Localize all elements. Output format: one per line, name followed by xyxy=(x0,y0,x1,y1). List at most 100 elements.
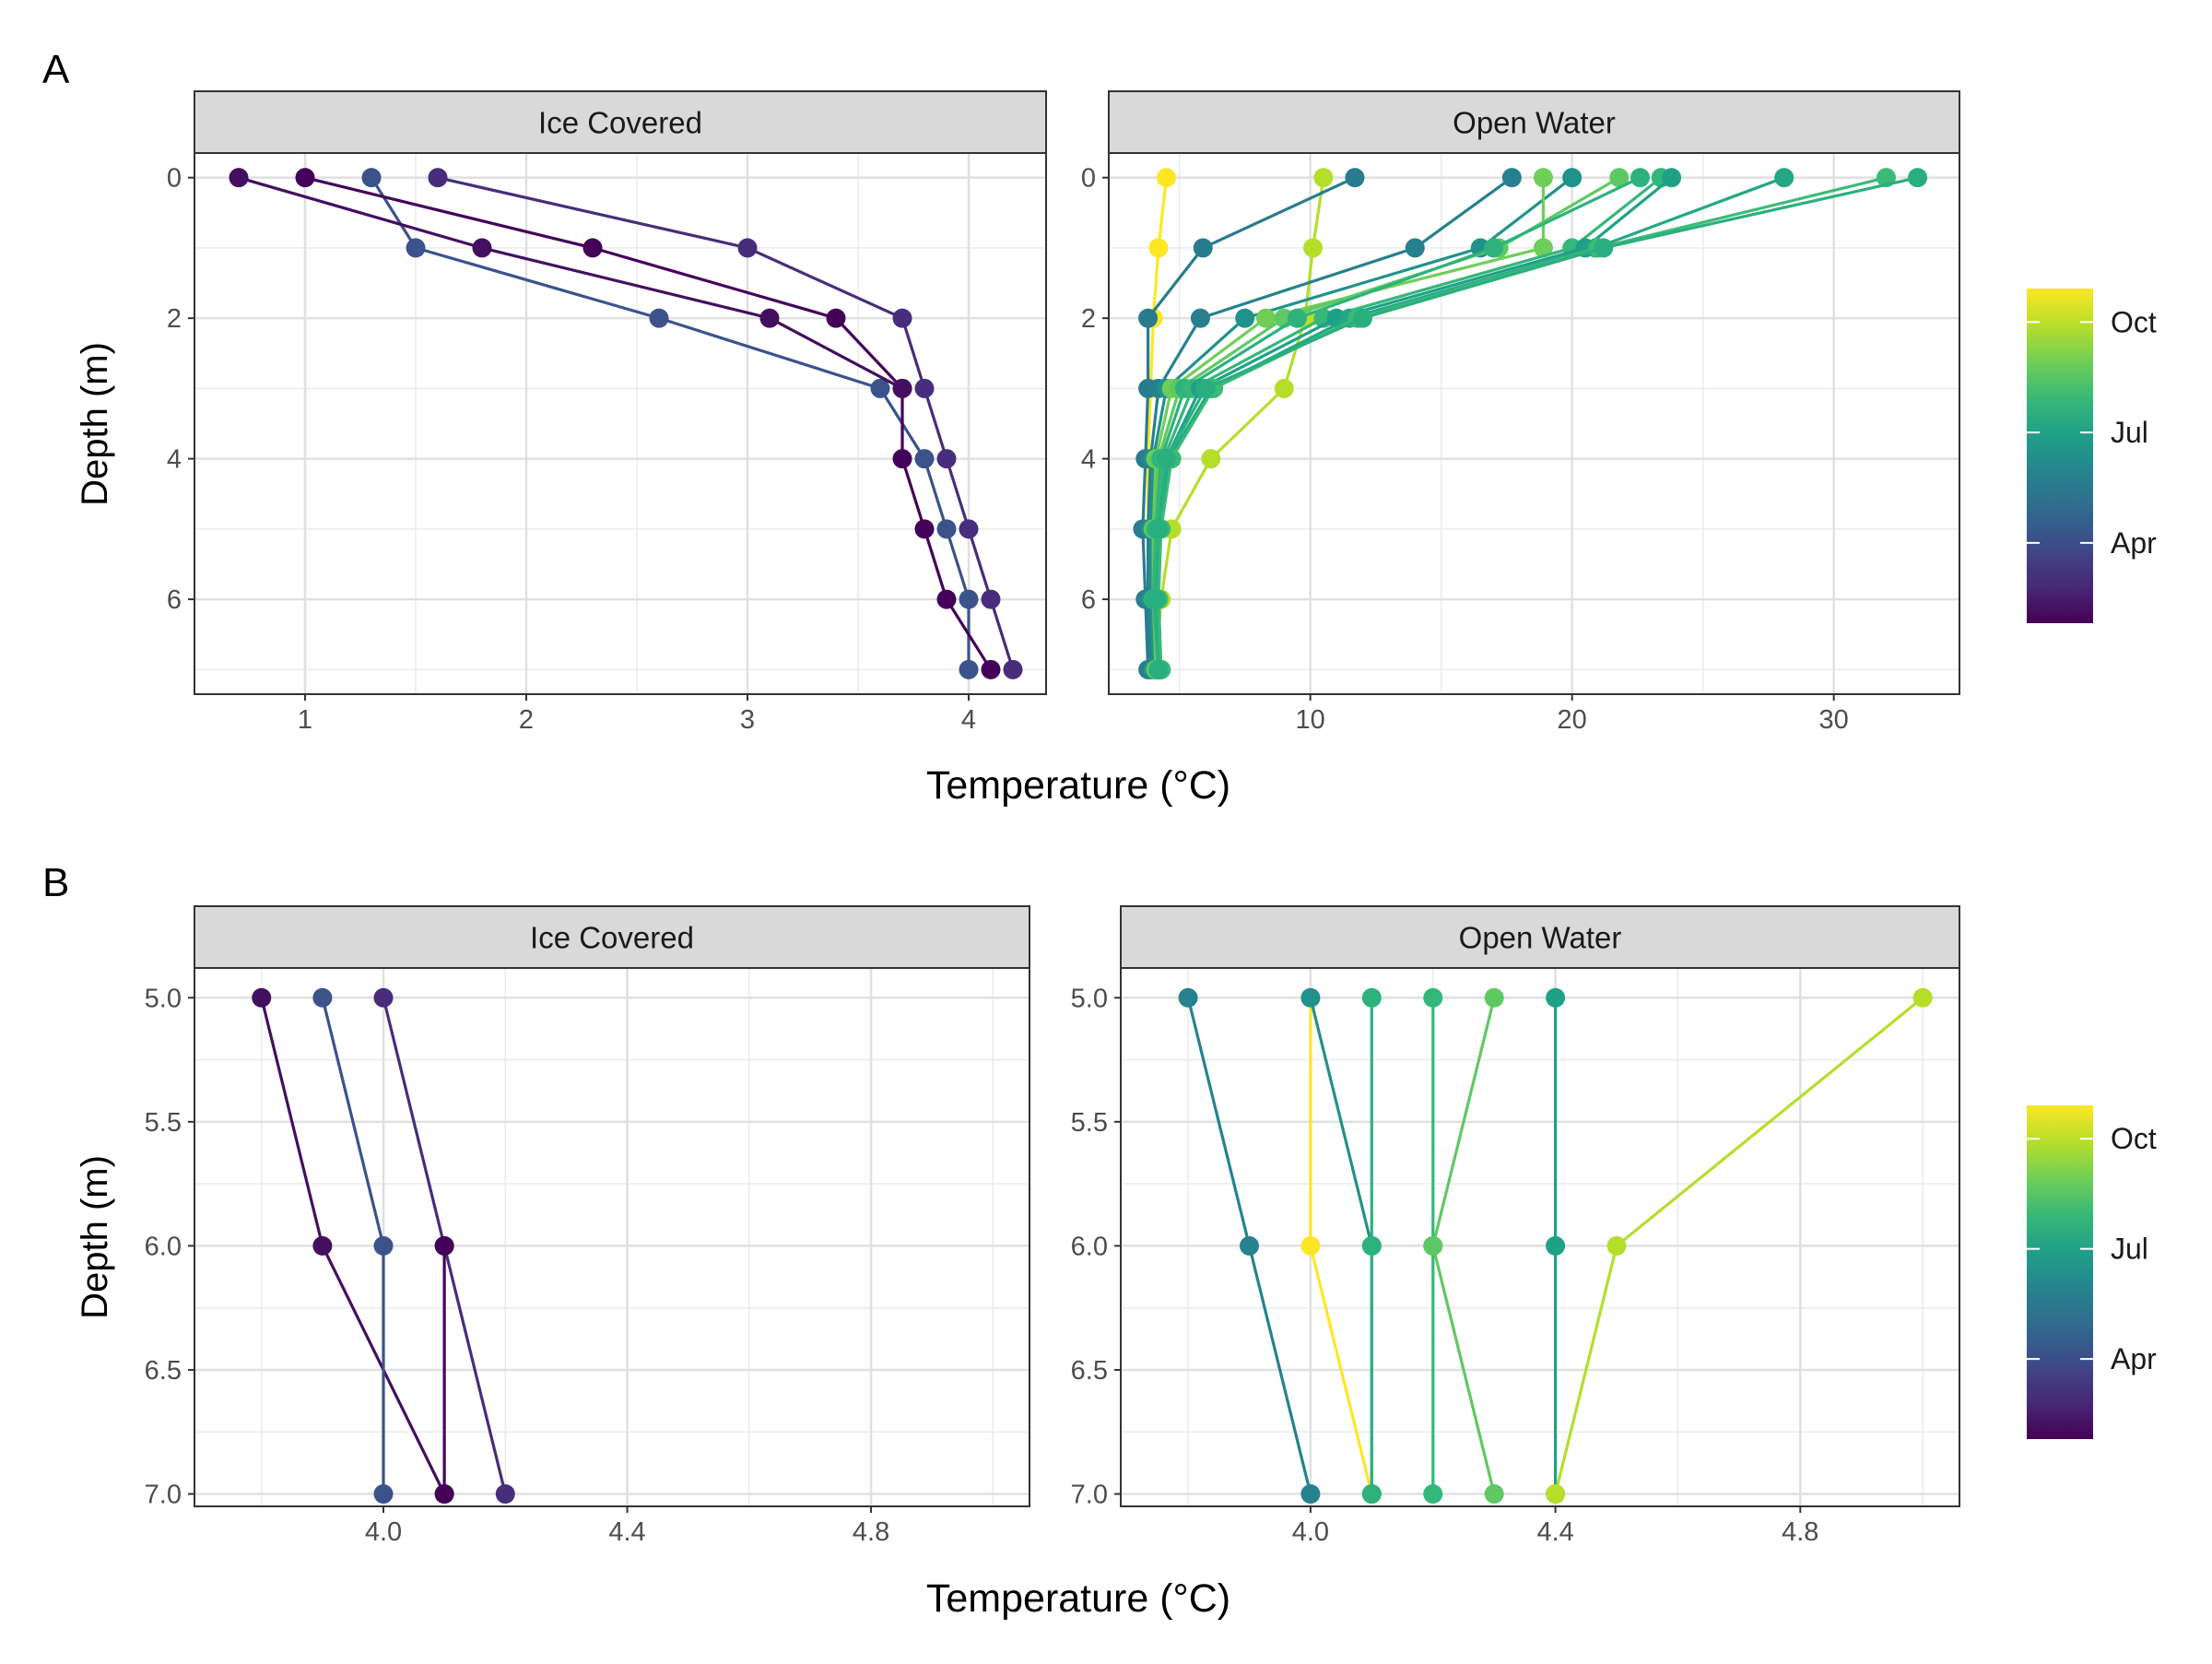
y-tick-label: 2 xyxy=(1081,304,1096,334)
data-point xyxy=(1146,589,1166,609)
data-point xyxy=(959,589,979,609)
data-point xyxy=(1484,987,1504,1008)
panel-border xyxy=(1120,967,1960,1507)
plot-background xyxy=(1109,153,1959,694)
panel-border xyxy=(1108,152,1960,695)
data-point xyxy=(1662,168,1682,188)
data-point xyxy=(1148,519,1169,539)
series-line-4 xyxy=(1148,176,1573,670)
data-point xyxy=(1287,308,1307,328)
data-point xyxy=(892,449,912,469)
colorbar-label: Apr xyxy=(2111,1342,2157,1375)
data-point xyxy=(1178,987,1198,1008)
x-tick-label: 4.4 xyxy=(608,1517,645,1547)
data-point xyxy=(759,308,780,328)
facet-strip xyxy=(194,90,1047,154)
data-point xyxy=(495,1484,515,1505)
data-point xyxy=(1405,238,1425,258)
data-point xyxy=(1195,378,1216,398)
data-point xyxy=(1630,168,1651,188)
data-point xyxy=(1546,987,1566,1008)
data-point xyxy=(229,168,249,188)
data-point xyxy=(1235,308,1255,328)
data-point xyxy=(373,987,394,1008)
x-tick-label: 4.0 xyxy=(365,1517,402,1547)
facet-panel-1: Open Water 10 20 30 0 2 4 6 xyxy=(1081,90,1960,735)
y-tick-label: 5.5 xyxy=(1071,1108,1108,1138)
data-point xyxy=(914,519,935,539)
data-point xyxy=(1201,449,1221,469)
x-axis-title-b: Temperature (°C) xyxy=(926,1576,1230,1621)
data-point xyxy=(312,987,333,1008)
facet-panel-2: Ice Covered 4.0 4.4 4.8 5.0 5.5 6.0 6.5 7.0 xyxy=(145,905,1030,1547)
x-tick-label: 20 xyxy=(1558,705,1587,735)
data-point xyxy=(1361,1484,1382,1505)
y-tick-label: 6.5 xyxy=(145,1356,182,1386)
y-tick-label: 2 xyxy=(167,304,182,334)
colorbar-label: Oct xyxy=(2111,305,2157,338)
colorbar-legend-1: Oct Jul Apr xyxy=(2027,1105,2157,1439)
data-point xyxy=(1484,1484,1504,1505)
y-axis-title-a: Depth (m) xyxy=(75,342,115,506)
data-point xyxy=(1300,1484,1321,1505)
data-point xyxy=(434,1484,454,1505)
y-tick-label: 5.0 xyxy=(1071,984,1108,1013)
facet-strip xyxy=(194,905,1030,969)
series-line-2 xyxy=(1141,176,1356,670)
colorbar-label: Oct xyxy=(2111,1122,2157,1155)
colorbar-label: Apr xyxy=(2111,526,2157,560)
data-point xyxy=(892,308,912,328)
data-point xyxy=(1908,168,1928,188)
colorbar-legend-0: Oct Jul Apr xyxy=(2027,289,2157,623)
panel-border xyxy=(194,152,1047,695)
series-line-3 xyxy=(238,176,903,390)
data-point xyxy=(1423,987,1443,1008)
panel-border xyxy=(194,967,1030,1507)
data-point xyxy=(1156,168,1176,188)
y-tick-label: 6.5 xyxy=(1071,1356,1108,1386)
data-point xyxy=(1533,238,1553,258)
data-point xyxy=(1190,308,1210,328)
data-point xyxy=(1423,1235,1443,1256)
series-line-1 xyxy=(437,176,1015,670)
panel-label-b: B xyxy=(42,860,69,905)
facet-strip-label: Open Water xyxy=(1453,106,1616,140)
data-point xyxy=(1361,1235,1382,1256)
data-point xyxy=(1193,238,1213,258)
x-axis-title-a: Temperature (°C) xyxy=(926,763,1230,808)
data-point xyxy=(295,168,315,188)
facet-strip-label: Ice Covered xyxy=(530,921,694,955)
facet-strip xyxy=(1108,90,1960,154)
data-point xyxy=(959,659,979,679)
data-point xyxy=(936,449,957,469)
x-tick-label: 4.8 xyxy=(1782,1517,1818,1547)
x-tick-label: 30 xyxy=(1819,705,1849,735)
data-point xyxy=(936,589,957,609)
data-point xyxy=(981,659,1001,679)
data-point xyxy=(914,449,935,469)
data-point xyxy=(1483,238,1503,258)
data-point xyxy=(826,308,846,328)
data-point xyxy=(434,1235,454,1256)
data-point xyxy=(1313,168,1334,188)
y-tick-label: 6.0 xyxy=(1071,1232,1108,1261)
y-tick-label: 7.0 xyxy=(145,1481,182,1510)
y-axis-title-b: Depth (m) xyxy=(75,1155,115,1319)
data-point xyxy=(1003,659,1023,679)
plot-background xyxy=(194,153,1046,694)
y-tick-label: 0 xyxy=(1081,164,1096,194)
data-point xyxy=(1300,987,1321,1008)
data-point xyxy=(1609,168,1630,188)
series-line-3 xyxy=(1146,176,1513,670)
data-point xyxy=(1255,308,1276,328)
data-point xyxy=(1239,1235,1259,1256)
y-tick-label: 4 xyxy=(1081,445,1096,475)
colorbar-label: Jul xyxy=(2111,416,2148,449)
data-point xyxy=(582,238,603,258)
y-tick-label: 6 xyxy=(1081,585,1096,615)
data-point xyxy=(1533,168,1553,188)
x-tick-label: 4.8 xyxy=(853,1517,889,1547)
x-tick-label: 2 xyxy=(519,705,534,735)
